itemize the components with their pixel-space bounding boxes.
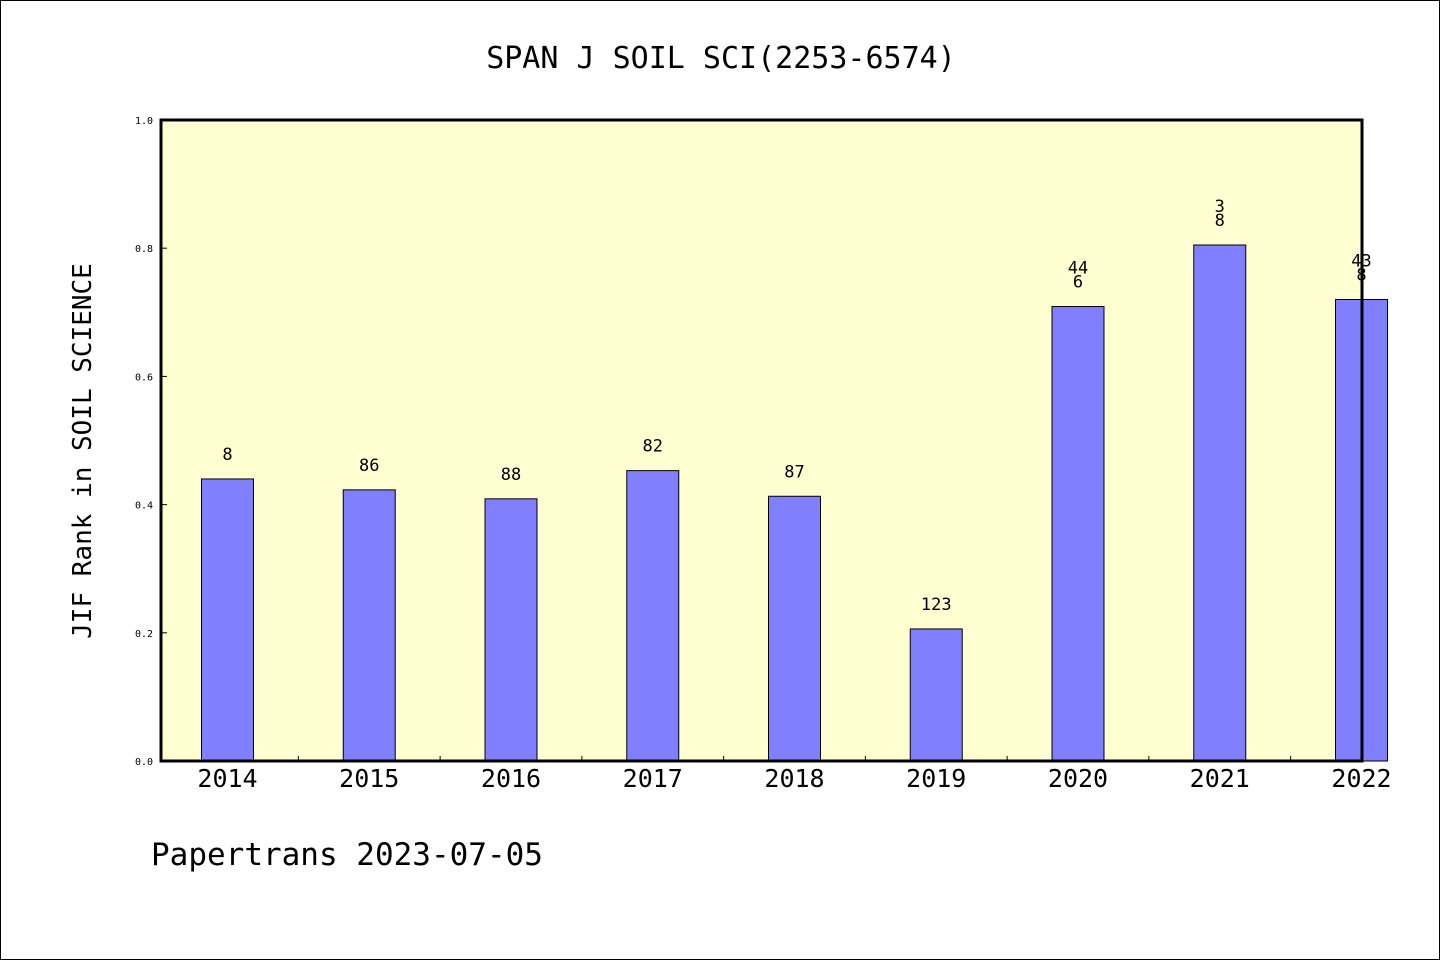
bar-2018 [768, 495, 821, 762]
bar-2016 [484, 498, 538, 762]
data-label-2020-2: 6 [1073, 273, 1083, 293]
x-tick-label-2017: 2017 [623, 764, 683, 793]
y-tick-label-0.2: 0.2 [135, 629, 153, 640]
y-tick-label-0.6: 0.6 [135, 372, 153, 383]
data-label-2016: 88 [501, 465, 521, 485]
x-tick-label-2021: 2021 [1190, 764, 1250, 793]
data-label-2017: 82 [643, 437, 663, 457]
x-axis: 2014 2015 2016 2017 2018 2019 2020 2021 2022 [197, 756, 1392, 793]
data-label-2014: 8 [222, 445, 232, 465]
x-tick-label-2015: 2015 [339, 764, 399, 793]
footer-text: Papertrans 2023-07-05 [151, 837, 543, 873]
bar-2015 [342, 489, 396, 762]
data-label-2021-1: 3 [1215, 197, 1225, 217]
y-tick-label-0.4: 0.4 [135, 501, 153, 512]
y-tick-label-1.0: 1.0 [135, 116, 153, 127]
x-tick-label-2014: 2014 [197, 764, 257, 793]
x-tick-label-2019: 2019 [906, 764, 966, 793]
data-label-2021-2: 8 [1215, 211, 1225, 231]
x-tick-label-2016: 2016 [481, 764, 541, 793]
plot-border [159, 118, 1364, 763]
bar-2014 [201, 478, 254, 762]
data-label-2018: 87 [784, 462, 804, 482]
bar-2021 [1193, 244, 1247, 762]
bar-2019 [909, 628, 963, 762]
bars-group [201, 244, 1388, 762]
data-label-2015: 86 [359, 456, 379, 476]
y-tick-label-0.8: 0.8 [135, 244, 153, 255]
data-label-2020-1: 44 [1068, 259, 1088, 279]
x-tick-label-2018: 2018 [764, 764, 824, 793]
bar-2020 [1051, 306, 1105, 762]
x-tick-label-2020: 2020 [1048, 764, 1108, 793]
y-tick-label-0.0: 0.0 [135, 757, 153, 768]
chart-title: SPAN J SOIL SCI(2253-6574) [486, 41, 956, 76]
bar-2017 [626, 470, 680, 762]
data-label-2019: 123 [921, 595, 952, 615]
plot-area [161, 120, 1362, 761]
x-tick-label-2022: 2022 [1331, 764, 1391, 793]
y-axis-label: JIF Rank in SOIL SCIENCE [68, 263, 98, 639]
